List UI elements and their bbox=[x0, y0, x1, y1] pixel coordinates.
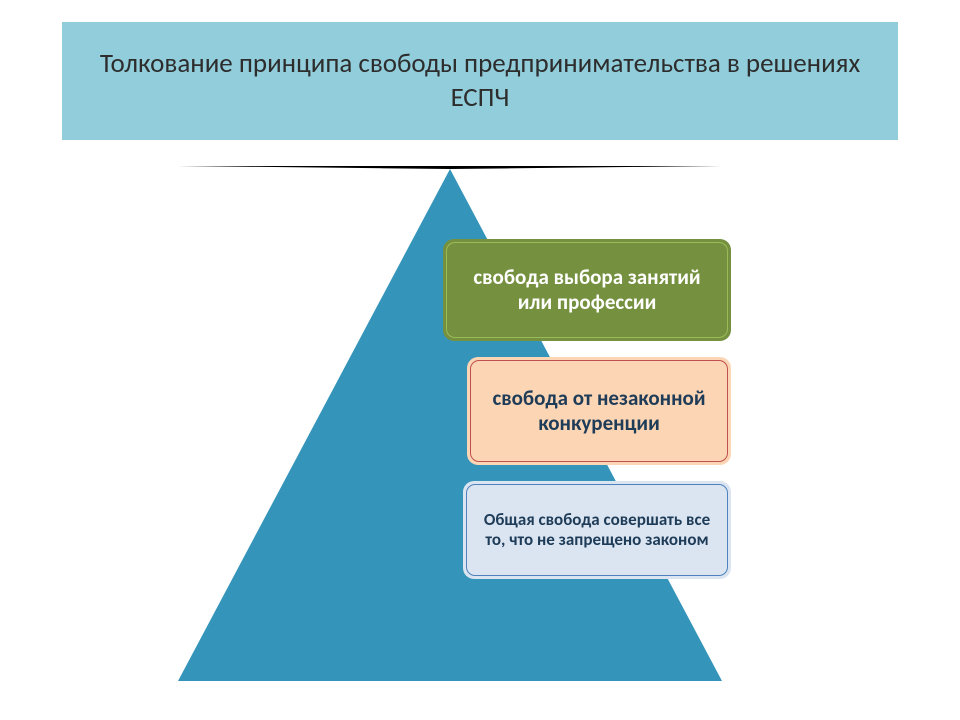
level-box-3: Общая свобода совершать все то, что не з… bbox=[463, 481, 731, 579]
level-box-1-text: свобода выбора занятий или профессии bbox=[457, 265, 717, 315]
level-box-2-text: свобода от незаконной конкуренции bbox=[481, 386, 717, 436]
title-bar: Толкование принципа свободы предпринимат… bbox=[62, 22, 898, 140]
slide-title: Толкование принципа свободы предпринимат… bbox=[92, 47, 868, 115]
level-box-3-text: Общая свобода совершать все то, что не з… bbox=[477, 510, 717, 551]
level-box-1: свобода выбора занятий или профессии bbox=[443, 239, 731, 341]
level-box-2: свобода от незаконной конкуренции bbox=[467, 357, 731, 465]
